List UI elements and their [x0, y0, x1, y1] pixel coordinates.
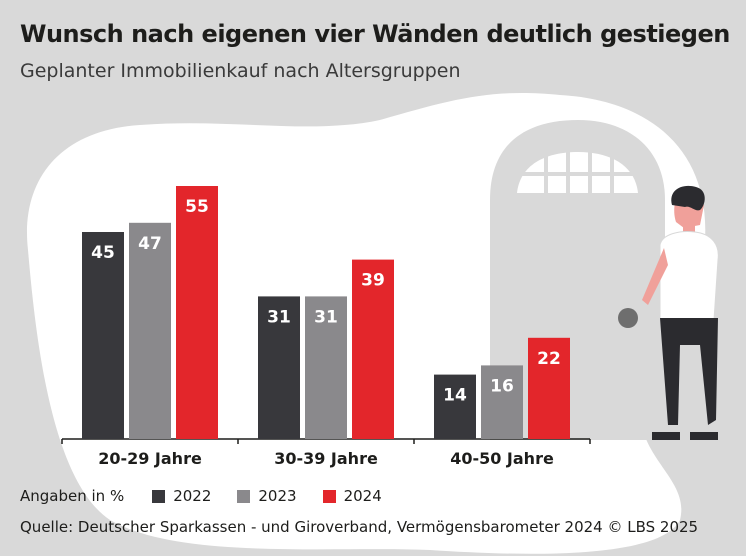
source-note: Quelle: Deutscher Sparkassen - und Girov… [20, 518, 699, 536]
bar-2023-1 [305, 296, 347, 439]
data-label: 22 [537, 349, 561, 369]
legend-item-2022: 2022 [152, 487, 211, 505]
legend-item-2024: 2024 [322, 487, 382, 505]
person-illustration [642, 185, 719, 440]
data-label: 47 [138, 234, 162, 254]
legend-label: 2024 [343, 487, 382, 505]
bar-2022-2 [434, 374, 476, 439]
bar-2024-2 [528, 337, 570, 439]
bar-2022-1 [258, 296, 300, 439]
data-label: 31 [267, 307, 291, 327]
bar-2023-2 [481, 365, 523, 439]
legend-swatch [152, 489, 166, 503]
category-label: 20-29 Jahre [98, 449, 202, 468]
chart-title: Wunsch nach eigenen vier Wänden deutlich… [20, 20, 730, 48]
chart-subtitle: Geplanter Immobilienkauf nach Altersgrup… [20, 60, 461, 82]
legend-swatch [237, 489, 251, 503]
unit-label: Angaben in % [20, 487, 125, 505]
data-label: 16 [490, 376, 514, 396]
door-knob [618, 308, 638, 328]
legend: Angaben in % 2022 2023 2024 [20, 487, 408, 505]
bar-2022-0 [82, 232, 124, 439]
legend-label: 2023 [258, 487, 297, 505]
data-label: 45 [91, 243, 115, 263]
bar-2023-0 [129, 222, 171, 439]
data-label: 31 [314, 307, 338, 327]
legend-label: 2022 [173, 487, 212, 505]
data-label: 39 [361, 271, 385, 291]
data-label: 14 [443, 386, 467, 406]
legend-item-2023: 2023 [237, 487, 297, 505]
data-label: 55 [185, 197, 209, 217]
category-label: 30-39 Jahre [274, 449, 378, 468]
legend-swatch [322, 489, 336, 503]
bar-2024-1 [352, 259, 394, 439]
bar-2024-0 [176, 186, 218, 439]
category-label: 40-50 Jahre [450, 449, 554, 468]
